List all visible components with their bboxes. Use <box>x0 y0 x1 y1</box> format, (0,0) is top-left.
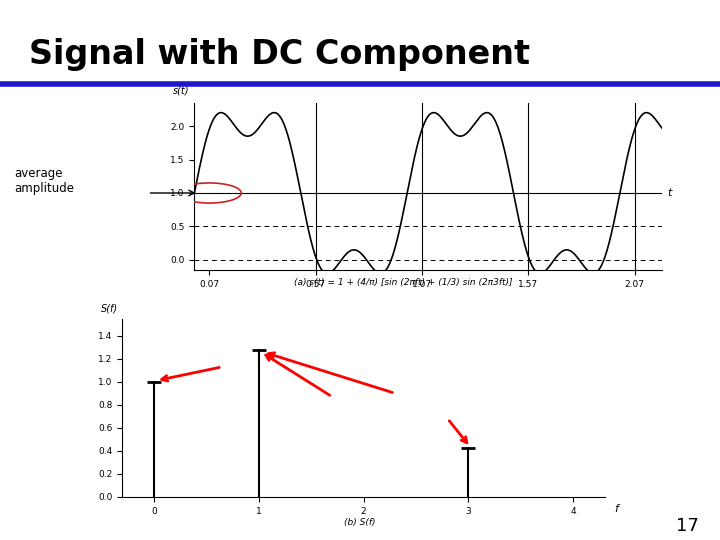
Text: average
amplitude: average amplitude <box>14 167 74 195</box>
Text: f: f <box>614 504 618 514</box>
Text: S(f): S(f) <box>101 303 117 313</box>
Text: (b) S(f): (b) S(f) <box>344 518 376 528</box>
Text: Signal with DC Component: Signal with DC Component <box>29 38 530 71</box>
Text: s(t): s(t) <box>174 86 190 96</box>
Text: (a) s(t) = 1 + (4/π) [sin (2πft) + (1/3) sin (2π3ft)]: (a) s(t) = 1 + (4/π) [sin (2πft) + (1/3)… <box>294 278 513 287</box>
Text: 17: 17 <box>675 517 698 535</box>
Text: t: t <box>667 188 672 198</box>
